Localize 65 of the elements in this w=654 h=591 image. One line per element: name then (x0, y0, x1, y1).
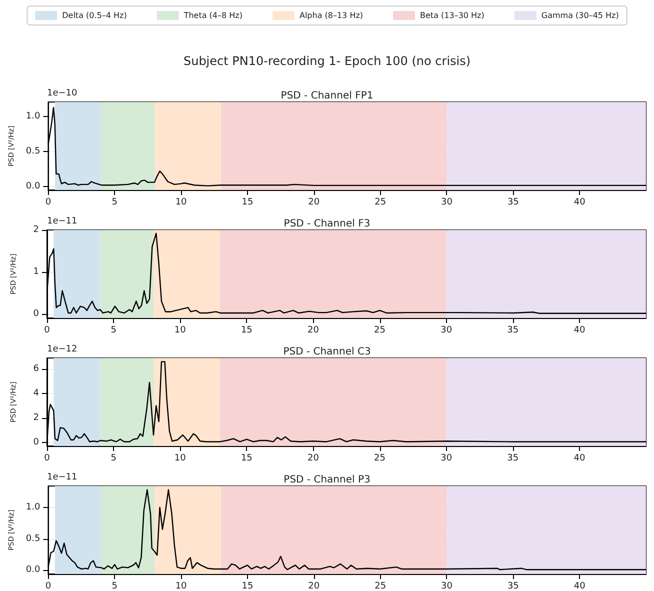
x-tick-label: 5 (110, 326, 116, 336)
x-tick-label: 15 (242, 582, 254, 591)
legend-label: Delta (0.5–4 Hz) (62, 11, 127, 20)
chart-subtitle: PSD - Channel FP1 (280, 90, 374, 102)
x-tick-label: 10 (175, 582, 188, 591)
y-tick-label: 1.0 (26, 112, 40, 122)
x-tick-label: 30 (441, 582, 453, 591)
legend-label: Alpha (8–13 Hz) (299, 11, 364, 20)
text: 1e−11 (47, 216, 78, 226)
x-tick-label: 15 (240, 454, 252, 464)
x-tick-label: 35 (507, 582, 519, 591)
x-tick-label: 25 (374, 454, 386, 464)
x-tick-label: 30 (440, 454, 452, 464)
y-tick-label: 0.0 (26, 565, 40, 576)
x-tick-label: 0 (44, 454, 50, 464)
x-tick-label: 25 (374, 326, 386, 336)
x-tick-label: 0 (44, 326, 50, 336)
x-tick-label: 20 (307, 326, 320, 336)
legend-label: Gamma (30–45 Hz) (541, 11, 619, 20)
text: 1e−10 (47, 88, 78, 98)
x-tick-label: 40 (574, 582, 586, 591)
y-tick-label: 6 (33, 364, 40, 374)
chart-title: PSD - Channel F3 (284, 218, 370, 230)
chart-title: PSD - Channel C3 (283, 346, 371, 358)
text: 1e−11 (47, 472, 78, 482)
x-tick-label: 15 (240, 326, 252, 336)
x-tick-label: 25 (374, 198, 386, 208)
legend-label: Beta (13–30 Hz) (420, 11, 484, 20)
x-tick-label: 30 (440, 326, 452, 336)
y-tick-label: 0.5 (26, 146, 40, 157)
x-tick-label: 15 (242, 198, 254, 208)
x-tick-label: 10 (175, 198, 188, 208)
chart-title: PSD - Channel P3 (284, 474, 370, 486)
x-tick-label: 40 (574, 326, 586, 336)
chart-title: Subject PN10-recording 1- Epoch 100 (no crisis) (183, 54, 471, 68)
text: 1e−12 (47, 344, 78, 354)
line-series (48, 489, 647, 570)
x-tick-label: 5 (112, 198, 118, 208)
line-series (46, 232, 647, 314)
x-tick-label: 35 (507, 198, 519, 208)
y-tick-label: 2 (33, 412, 39, 423)
y-tick-label: 4 (33, 388, 40, 398)
y-tick-label: 0.0 (26, 182, 40, 192)
x-tick-label: 0 (45, 582, 52, 591)
x-tick-label: 0 (45, 198, 52, 208)
x-tick-label: 5 (112, 582, 118, 591)
y-tick-label: 0.5 (26, 534, 40, 544)
x-tick-label: 30 (441, 198, 453, 208)
x-tick-label: 25 (374, 582, 386, 591)
y-tick-label: 2 (33, 225, 39, 235)
x-tick-label: 5 (110, 454, 116, 464)
legend-label: Theta (4–8 Hz) (182, 11, 242, 20)
x-tick-label: 35 (507, 326, 519, 336)
x-tick-label: 10 (174, 326, 186, 336)
y-tick-label: 0 (33, 308, 40, 319)
x-tick-label: 10 (174, 454, 186, 464)
y-tick-label: 0 (33, 437, 40, 448)
x-tick-label: 20 (307, 454, 320, 464)
x-tick-label: 40 (574, 198, 586, 208)
y-tick-label: 1.0 (26, 502, 40, 512)
x-tick-label: 20 (308, 198, 320, 208)
x-tick-label: 40 (574, 454, 586, 464)
x-tick-label: 20 (308, 582, 320, 591)
y-tick-label: 1 (33, 266, 39, 277)
x-tick-label: 35 (507, 454, 519, 464)
